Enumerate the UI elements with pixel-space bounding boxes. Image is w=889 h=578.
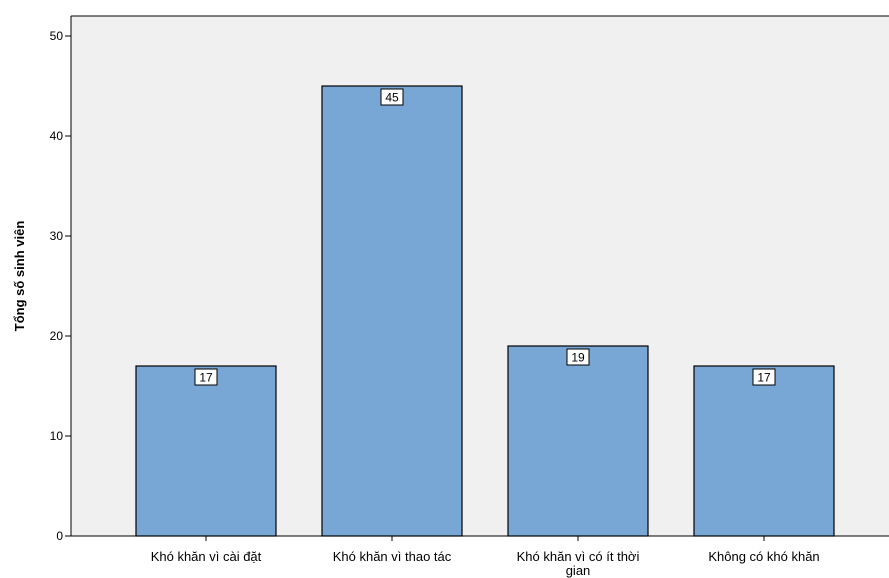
bar	[321, 85, 463, 537]
data-label-box	[194, 368, 218, 386]
data-label: 17	[199, 371, 213, 385]
y-tick-label: 10	[50, 429, 64, 443]
data-label: 19	[571, 351, 585, 365]
y-tick-label: 50	[50, 29, 64, 43]
data-label-box	[752, 368, 776, 386]
bar	[135, 365, 277, 537]
data-label-box	[566, 348, 590, 366]
x-tick-label: Khó khăn vì thao tác	[333, 549, 452, 564]
bar	[507, 345, 649, 537]
x-ticks-group: Khó khăn vì cài đặt Khó khăn vì thao tác K…	[151, 536, 820, 578]
y-tick-label: 30	[50, 229, 64, 243]
data-label-box	[380, 88, 404, 106]
x-tick-label: Khó khăn vì có ít thời gian	[517, 549, 640, 578]
y-tick-label: 20	[50, 329, 64, 343]
bars-group	[135, 85, 835, 537]
data-label: 45	[385, 91, 399, 105]
bar	[693, 365, 835, 537]
data-labels-group: 17 45 19 17	[194, 88, 776, 386]
y-axis-label: Tổng số sinh viên	[12, 221, 27, 332]
x-tick-label: Không có khó khăn	[708, 549, 819, 564]
y-ticks-group: 0 10 20 30 40 50	[50, 29, 71, 543]
data-label: 17	[757, 371, 771, 385]
y-tick-label: 0	[56, 529, 63, 543]
x-tick-label: Khó khăn vì cài đặt	[151, 549, 262, 564]
y-tick-label: 40	[50, 129, 64, 143]
